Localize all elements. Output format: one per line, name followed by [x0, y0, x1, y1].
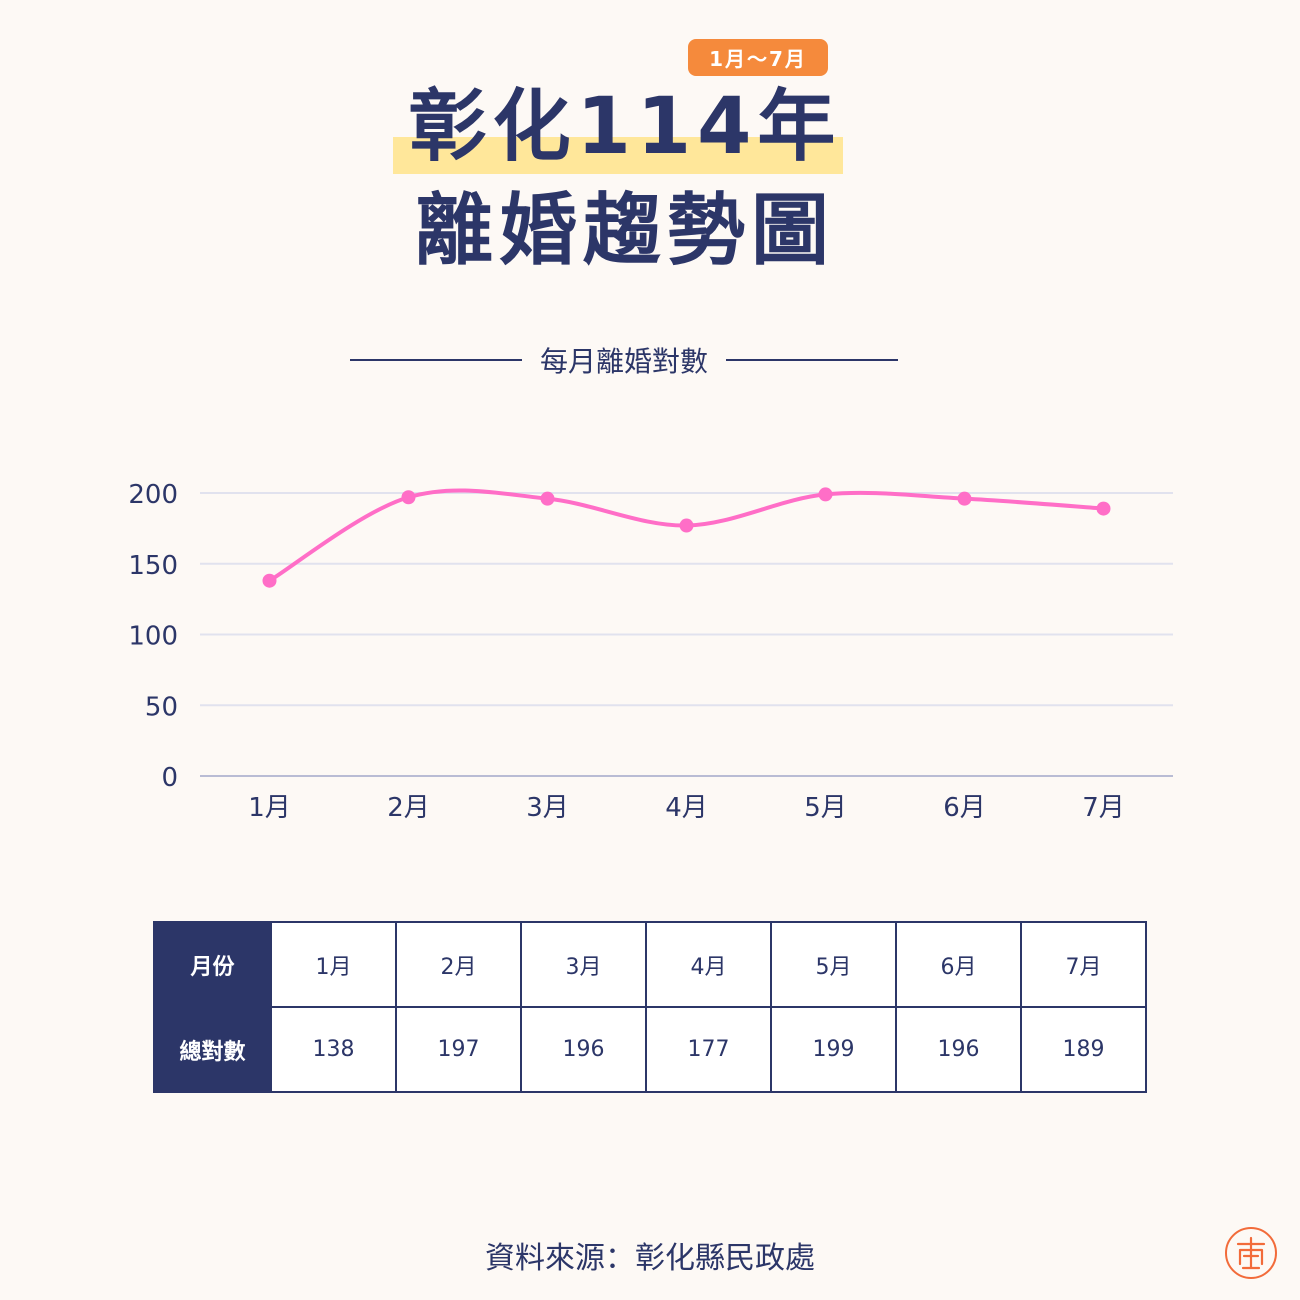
chart-subtitle: 每月離婚對數: [350, 338, 899, 382]
table-row-header: 月份: [153, 921, 272, 1008]
data-point: [540, 491, 555, 506]
data-source: 資料來源：彰化縣民政處: [485, 1241, 815, 1276]
table-cell-total: 189: [1020, 1006, 1147, 1093]
data-table: 月份 1月 2月 3月 4月 5月 6月 7月 總對數 138 197 196 …: [153, 921, 1147, 1093]
x-tick-label: 6月: [943, 793, 986, 823]
period-badge: 1月～7月: [688, 39, 828, 76]
table-cell-month: 1月: [270, 921, 397, 1008]
series-line: [267, 488, 1106, 583]
table-row-header: 總對數: [153, 1006, 272, 1093]
table-cell-total: 177: [645, 1006, 772, 1093]
x-tick-label: 2月: [387, 793, 430, 823]
table-cell-month: 5月: [770, 921, 897, 1008]
y-tick-label: 150: [128, 551, 178, 581]
title-highlight: [393, 137, 843, 174]
table-cell-total: 196: [520, 1006, 647, 1093]
data-point: [957, 491, 972, 506]
data-point: [679, 518, 694, 533]
data-point: [262, 573, 277, 588]
table-cell-month: 3月: [520, 921, 647, 1008]
page-title-line1: 彰化114年: [408, 82, 842, 172]
x-tick-label: 4月: [665, 793, 708, 823]
table-cell-month: 2月: [395, 921, 522, 1008]
y-tick-label: 100: [128, 622, 178, 652]
table-cell-month: 4月: [645, 921, 772, 1008]
y-tick-label: 50: [145, 692, 178, 722]
y-tick-label: 0: [161, 763, 178, 793]
table-cell-total: 196: [895, 1006, 1022, 1093]
x-tick-label: 1月: [248, 793, 291, 823]
x-tick-label: 3月: [526, 793, 569, 823]
line-chart: 0 50 100 150 200 1月 2月 3月 4月 5月 6月 7月: [128, 480, 1173, 823]
table-row-months: 月份 1月 2月 3月 4月 5月 6月 7月: [153, 921, 1147, 1008]
subtitle-rule-left: [350, 359, 522, 361]
seal-logo-icon: [1225, 1227, 1277, 1279]
table-cell-total: 197: [395, 1006, 522, 1093]
table-row-totals: 總對數 138 197 196 177 199 196 189: [153, 1006, 1147, 1093]
table-cell-month: 6月: [895, 921, 1022, 1008]
table-cell-total: 199: [770, 1006, 897, 1093]
data-point: [818, 487, 833, 502]
subtitle-rule-right: [726, 359, 899, 361]
table-cell-total: 138: [270, 1006, 397, 1093]
chart-subtitle-text: 每月離婚對數: [540, 345, 709, 378]
x-tick-label: 5月: [804, 793, 847, 823]
y-tick-label: 200: [128, 480, 178, 510]
data-point: [401, 490, 416, 505]
page-title-line2: 離婚趨勢圖: [414, 186, 835, 276]
x-tick-label: 7月: [1082, 793, 1125, 823]
data-point: [1096, 501, 1111, 516]
table-cell-month: 7月: [1020, 921, 1147, 1008]
